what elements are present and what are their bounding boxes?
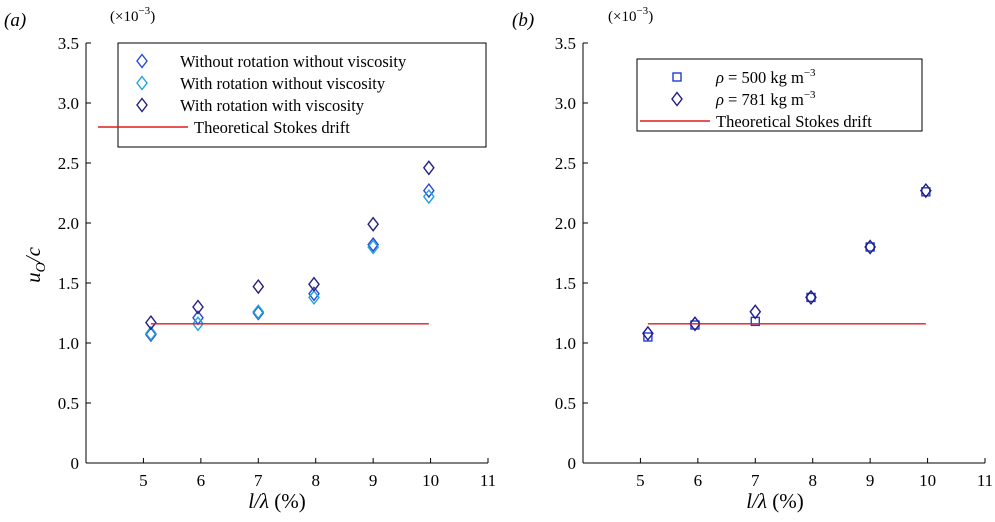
axes-a: 0 0.5 1.0 1.5 2.0 2.5 3.0 3.5 5 6 7 8 9 10 11 — [58, 34, 496, 490]
data-point — [308, 286, 320, 302]
panel-b: (b) (×10−3) l/λ (%) 0 0.5 1.0 1.5 2.0 2.5 3.0 3… — [512, 5, 993, 513]
legend-entry: Theoretical Stokes drift — [194, 118, 350, 137]
data-point — [145, 326, 157, 343]
y-tick-label: 2.0 — [555, 214, 576, 233]
x-tick-label: 6 — [694, 471, 703, 490]
y-tick-label: 0.5 — [555, 394, 576, 413]
x-tick-label: 10 — [919, 471, 936, 490]
series-2 — [642, 182, 932, 342]
y-tick-label: 1.5 — [555, 274, 576, 293]
data-point — [308, 276, 320, 292]
x-axis-label-a: l/λ (%) — [248, 489, 306, 513]
plot-area-b — [642, 182, 932, 342]
x-tick-label: 11 — [480, 471, 496, 490]
data-point — [145, 314, 157, 331]
y-tick-label: 3.0 — [58, 94, 79, 113]
legend-marker — [672, 72, 682, 82]
legend-entry: Without rotation without viscosity — [180, 52, 407, 71]
data-point — [192, 316, 204, 332]
y-tick-label: 2.5 — [555, 154, 576, 173]
series-1 — [145, 182, 435, 343]
data-point — [145, 325, 157, 342]
panel-label-b: (b) — [512, 10, 534, 31]
legend-a: Without rotation without viscosity With r… — [98, 42, 487, 148]
y-tick-label: 2.5 — [58, 154, 79, 173]
x-tick-label: 11 — [977, 471, 993, 490]
data-point — [642, 325, 654, 342]
data-point — [367, 236, 380, 253]
x-axis-label-b: l/λ (%) — [746, 489, 804, 513]
x-tick-label: 9 — [866, 471, 875, 490]
legend-entry: With rotation with viscosity — [180, 96, 365, 115]
legend-marker — [136, 53, 148, 69]
data-point — [422, 182, 435, 199]
data-point — [806, 292, 816, 303]
legend-entry: ρ = 500 kg m−3 — [715, 67, 816, 87]
data-point — [252, 304, 265, 320]
y-tick-label: 1.0 — [58, 334, 79, 353]
legend-entry: ρ = 781 kg m−3 — [715, 89, 816, 109]
x-tick-label: 10 — [422, 471, 439, 490]
data-point — [252, 278, 265, 295]
axis-multiplier-b: (×10−3) — [608, 5, 653, 25]
y-tick-label: 0.5 — [58, 394, 79, 413]
legend-marker — [136, 75, 148, 91]
legend-box — [117, 42, 487, 148]
data-point — [422, 160, 435, 176]
data-point — [367, 216, 380, 232]
axis-multiplier-a: (×10−3) — [110, 5, 155, 25]
data-point — [865, 242, 875, 252]
x-tick-label: 9 — [369, 471, 378, 490]
panel-a: (a) (×10−3) uO/c l/λ (%) 0 0.5 1.0 1.5 2.0 2.… — [4, 5, 496, 513]
x-tick-label: 8 — [808, 471, 817, 490]
x-tick-label: 7 — [254, 471, 263, 490]
series-1 — [643, 187, 931, 342]
x-tick-label: 5 — [139, 471, 148, 490]
y-tick-label: 3.5 — [555, 34, 576, 53]
data-point — [252, 305, 265, 321]
data-point — [749, 304, 762, 320]
axes-b: 0 0.5 1.0 1.5 2.0 2.5 3.0 3.5 5 6 7 8 9 10 11 — [555, 34, 993, 490]
data-point — [367, 239, 380, 255]
y-tick-label: 1.5 — [58, 274, 79, 293]
data-point — [308, 289, 320, 306]
series-3 — [145, 160, 435, 331]
legend-entry: With rotation without viscosity — [180, 74, 386, 93]
data-point — [689, 316, 701, 332]
series-2 — [145, 188, 435, 342]
y-tick-label: 3.5 — [58, 34, 79, 53]
legend-entry: Theoretical Stokes drift — [716, 112, 872, 131]
y-tick-label: 0 — [568, 454, 577, 473]
y-tick-label: 3.0 — [555, 94, 576, 113]
legend-marker — [136, 97, 148, 113]
plot-area-a — [145, 160, 435, 343]
y-axis-label-a: uO/c — [21, 246, 49, 282]
y-tick-label: 1.0 — [555, 334, 576, 353]
data-point — [192, 299, 204, 315]
legend-box — [636, 58, 923, 132]
panel-label-a: (a) — [4, 10, 26, 31]
x-tick-label: 7 — [751, 471, 760, 490]
x-tick-label: 6 — [197, 471, 206, 490]
data-point — [805, 289, 817, 306]
x-tick-label: 5 — [636, 471, 645, 490]
data-point — [919, 182, 932, 199]
data-point — [422, 188, 435, 205]
data-point — [864, 239, 877, 255]
legend-b: ρ = 500 kg m−3ρ = 781 kg m−3 Theoretical … — [636, 58, 923, 132]
x-tick-label: 8 — [311, 471, 320, 490]
y-tick-label: 0 — [71, 454, 80, 473]
legend-marker — [671, 91, 683, 107]
y-tick-label: 2.0 — [58, 214, 79, 233]
